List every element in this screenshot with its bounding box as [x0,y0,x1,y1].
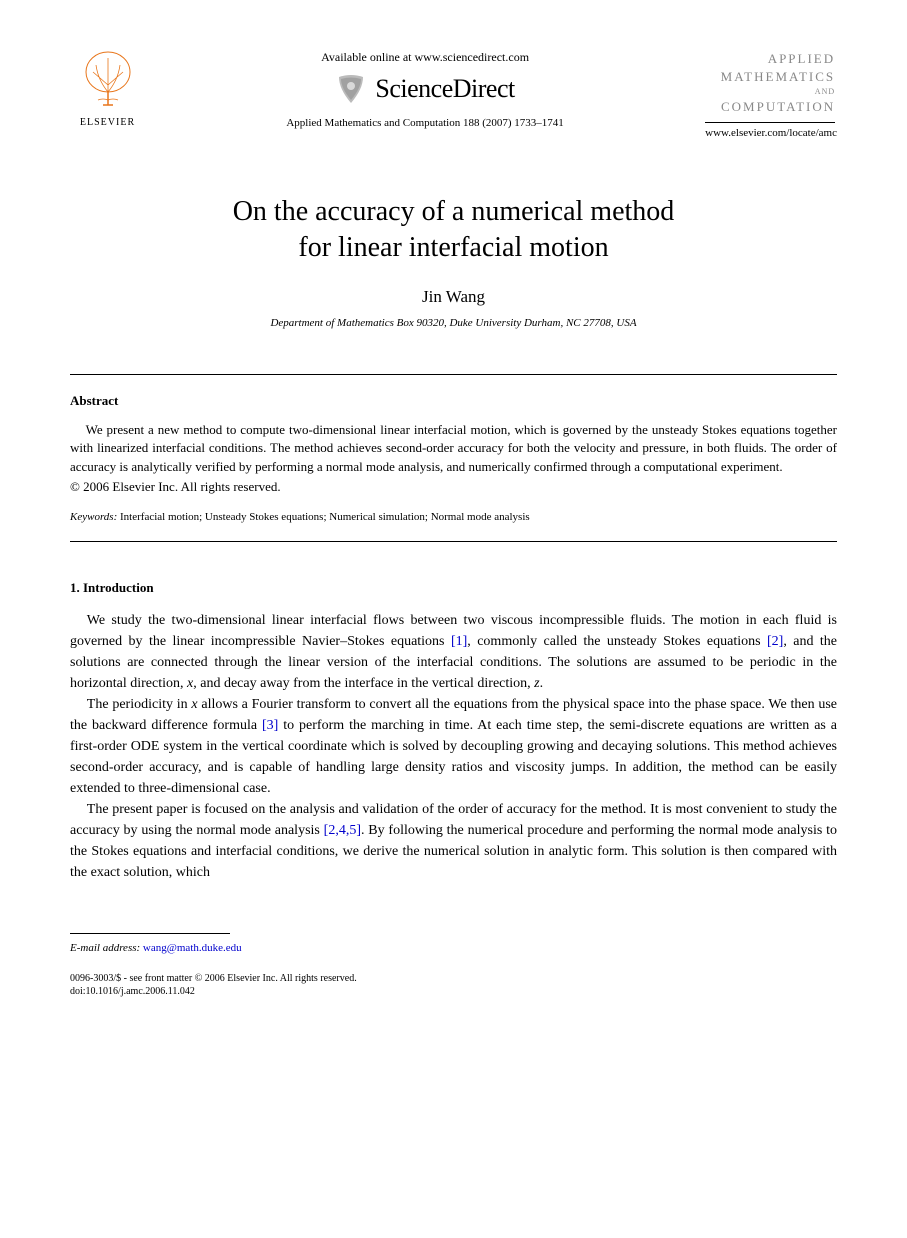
keywords-text: Interfacial motion; Unsteady Stokes equa… [117,511,529,523]
keywords-line: Keywords: Interfacial motion; Unsteady S… [70,511,837,523]
journal-logo-line1: APPLIED [705,50,835,68]
elsevier-logo: ELSEVIER [70,50,145,128]
intro-paragraph-1: We study the two-dimensional linear inte… [70,610,837,694]
author-affiliation: Department of Mathematics Box 90320, Duk… [70,317,837,329]
intro-paragraph-2: The periodicity in x allows a Fourier tr… [70,694,837,799]
journal-logo-and: AND [705,86,835,97]
footer-info: 0096-3003/$ - see front matter © 2006 El… [70,972,837,998]
copyright-text: © 2006 Elsevier Inc. All rights reserved… [70,479,837,495]
locate-url: www.elsevier.com/locate/amc [705,127,837,139]
center-header: Available online at www.sciencedirect.co… [145,50,705,129]
journal-logo-line2: MATHEMATICS [705,68,835,86]
ref-link-245[interactable]: [2,4,5] [324,823,361,838]
divider-top [70,374,837,375]
author-name: Jin Wang [70,287,837,307]
abstract-heading: Abstract [70,393,837,409]
elsevier-label: ELSEVIER [70,117,145,128]
abstract-text: We present a new method to compute two-d… [70,421,837,478]
journal-logo-block: APPLIED MATHEMATICS AND COMPUTATION www.… [705,50,837,139]
email-link[interactable]: wang@math.duke.edu [143,942,242,954]
sciencedirect-text: ScienceDirect [375,74,514,104]
journal-reference: Applied Mathematics and Computation 188 … [145,117,705,129]
ref-link-2[interactable]: [2] [767,634,783,649]
page-header: ELSEVIER Available online at www.science… [70,50,837,139]
journal-logo-line3: COMPUTATION [705,98,835,116]
sciencedirect-logo: ScienceDirect [145,73,705,105]
available-online-text: Available online at www.sciencedirect.co… [145,50,705,65]
footnote-divider [70,933,230,934]
elsevier-tree-icon [78,50,138,110]
intro-paragraph-3: The present paper is focused on the anal… [70,799,837,883]
email-line: E-mail address: wang@math.duke.edu [70,942,837,954]
title-line2: for linear interfacial motion [298,232,608,263]
sciencedirect-icon [335,73,367,105]
title-line1: On the accuracy of a numerical method [233,196,675,227]
email-label: E-mail address: [70,942,140,954]
footer-line-1: 0096-3003/$ - see front matter © 2006 El… [70,972,837,985]
article-title: On the accuracy of a numerical method fo… [70,194,837,267]
journal-logo: APPLIED MATHEMATICS AND COMPUTATION [705,50,835,123]
footer-line-2: doi:10.1016/j.amc.2006.11.042 [70,985,837,998]
ref-link-3[interactable]: [3] [262,718,278,733]
introduction-heading: 1. Introduction [70,580,837,596]
ref-link-1[interactable]: [1] [451,634,467,649]
divider-after-keywords [70,541,837,542]
keywords-label: Keywords: [70,511,117,523]
